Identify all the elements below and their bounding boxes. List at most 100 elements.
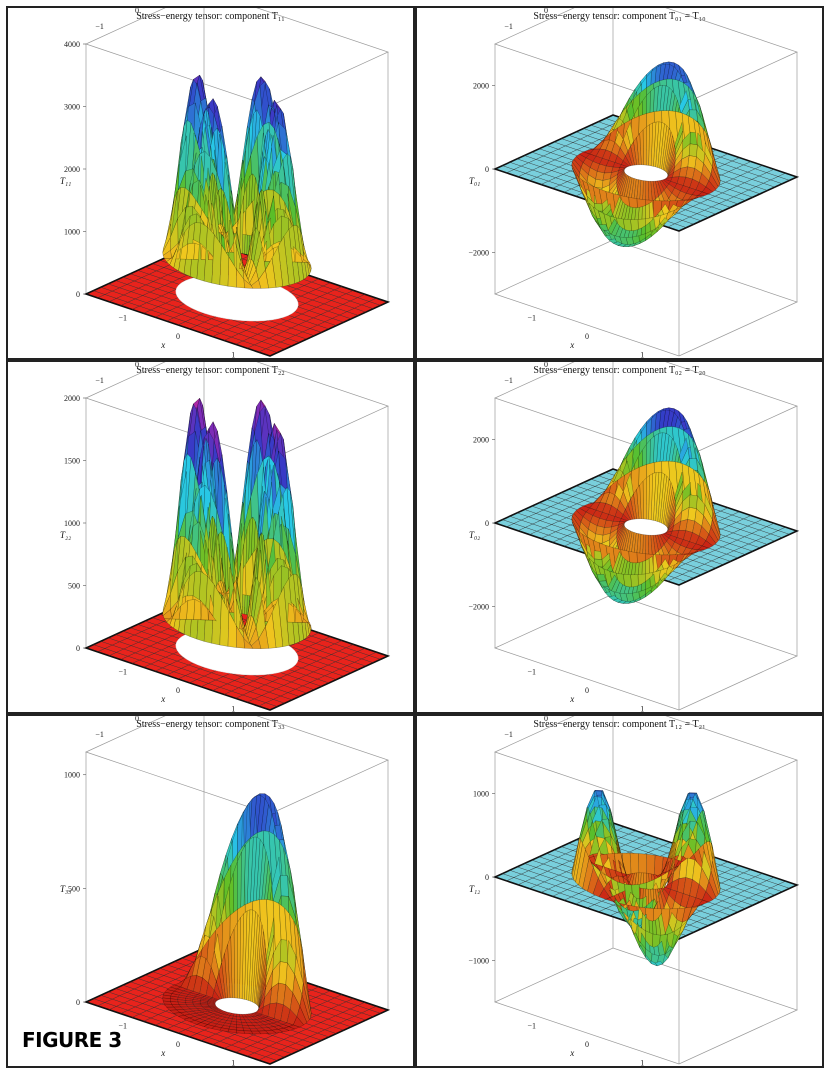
z-tick-label: 2000 (64, 394, 80, 403)
surface-patch (193, 1004, 203, 1007)
x-axis-label: x (160, 694, 165, 704)
chart-panel-t01: Stress−energy tensor: component T₀₁ = T₁… (415, 6, 824, 360)
surface-patch (177, 1001, 187, 1005)
x-tick-label: 1 (640, 351, 644, 358)
z-axis-label: T₁₂ (469, 884, 480, 894)
z-tick-label: 0 (485, 165, 489, 174)
x-axis-label: x (160, 340, 165, 350)
box-edge (494, 593, 798, 711)
chart-panel-t33: Stress−energy tensor: component T₃₃ 0 500… (6, 714, 415, 1068)
chart-title: Stress−energy tensor: component T₁₂ = T₂… (533, 719, 706, 730)
plane-grid-line (667, 526, 786, 582)
x-tick-label: 0 (585, 332, 589, 341)
rho-tick-label: 0 (135, 362, 139, 369)
x-tick-label: 1 (231, 705, 235, 712)
z-tick-label: −2000 (468, 602, 489, 611)
chart-panel-t22: Stress−energy tensor: component T₂₂ 0 500… (6, 360, 415, 714)
surface-patch (208, 610, 217, 622)
chart-panel-t11: Stress−energy tensor: component T₁₁ 0 100… (6, 6, 415, 360)
surface-patch (280, 875, 289, 897)
rho-tick-label: 0 (135, 8, 139, 15)
z-tick-label: 0 (485, 519, 489, 528)
x-tick-label: 0 (585, 1040, 589, 1049)
box-edge (85, 362, 389, 461)
plane-grid-line (235, 644, 354, 699)
x-tick-label: −1 (119, 667, 128, 676)
z-tick-label: −2000 (468, 248, 489, 257)
x-axis-label: x (569, 1048, 574, 1058)
z-axis-label: T₃₃ (60, 884, 71, 894)
z-tick-label: 1000 (64, 519, 80, 528)
plane-grid-line (246, 294, 366, 349)
surface-patch (192, 1002, 202, 1006)
z-tick-label: 0 (76, 998, 80, 1007)
z-tick-label: 1000 (64, 771, 80, 780)
x-tick-label: −1 (528, 313, 537, 322)
x-tick-label: 1 (231, 351, 235, 358)
z-axis-label: T₁₁ (60, 176, 71, 186)
plane-grid-line (258, 1005, 377, 1061)
chart-title: Stress−energy tensor: component T₀₂ = T₂… (533, 365, 706, 376)
x-tick-label: −1 (119, 313, 128, 322)
x-axis-label: x (569, 340, 574, 350)
chart-title: Stress−energy tensor: component T₁₁ (136, 11, 285, 22)
plane-grid-line (655, 169, 775, 224)
surface-mesh (162, 793, 312, 1035)
plane-grid-line (235, 290, 354, 345)
figure-grid: Stress−energy tensor: component T₁₁ 0 100… (6, 6, 824, 1069)
figure-label: FIGURE 3 (22, 1028, 122, 1052)
z-tick-label: −1000 (468, 956, 489, 965)
plane-grid-line (258, 297, 377, 353)
rho-tick-label: 0 (544, 8, 548, 15)
rho-tick-label: −1 (504, 22, 513, 31)
x-tick-label: −1 (528, 1021, 537, 1030)
chart-title: Stress−energy tensor: component T₀₁ = T₁… (533, 11, 706, 22)
surface-mesh (162, 397, 312, 649)
box-edge (85, 8, 389, 107)
z-tick-label: 2000 (64, 165, 80, 174)
x-tick-label: 0 (176, 686, 180, 695)
surface-mesh (571, 407, 721, 604)
z-tick-label: 4000 (64, 40, 80, 49)
rho-tick-label: −1 (504, 376, 513, 385)
surface-patch (251, 638, 262, 649)
z-tick-label: 3000 (64, 103, 80, 112)
surface-mesh (162, 74, 312, 289)
z-tick-label: 2000 (473, 436, 489, 445)
surface-patch (622, 601, 632, 604)
x-tick-label: 1 (640, 1059, 644, 1066)
z-tick-label: 2000 (473, 82, 489, 91)
surface-patch (688, 494, 698, 509)
x-tick-label: 0 (176, 1040, 180, 1049)
chart-panel-t02: Stress−energy tensor: component T₀₂ = T₂… (415, 360, 824, 714)
x-axis-label: x (160, 1048, 165, 1058)
surface-mesh (571, 789, 721, 967)
surface-patch (236, 1029, 245, 1034)
rho-tick-label: −1 (95, 22, 104, 31)
plane-grid-line (667, 880, 786, 936)
surface-patch (302, 618, 312, 626)
z-tick-label: 1000 (473, 790, 489, 799)
surface-patch (302, 259, 312, 266)
z-tick-label: 500 (68, 582, 80, 591)
box-edge (494, 716, 798, 815)
z-tick-label: 0 (485, 873, 489, 882)
rho-tick-label: 0 (135, 716, 139, 723)
plane-grid-line (258, 651, 377, 707)
rho-tick-label: 0 (544, 716, 548, 723)
plane-grid-line (246, 648, 366, 703)
chart-title: Stress−energy tensor: component T₃₃ (136, 719, 285, 730)
box-edge (85, 716, 389, 815)
chart-title: Stress−energy tensor: component T₂₂ (136, 365, 285, 376)
x-tick-label: 1 (640, 705, 644, 712)
x-axis-label: x (569, 694, 574, 704)
x-tick-label: 0 (585, 686, 589, 695)
surface-patch (251, 279, 262, 289)
surface-patch (688, 143, 698, 158)
rho-tick-label: −1 (95, 730, 104, 739)
